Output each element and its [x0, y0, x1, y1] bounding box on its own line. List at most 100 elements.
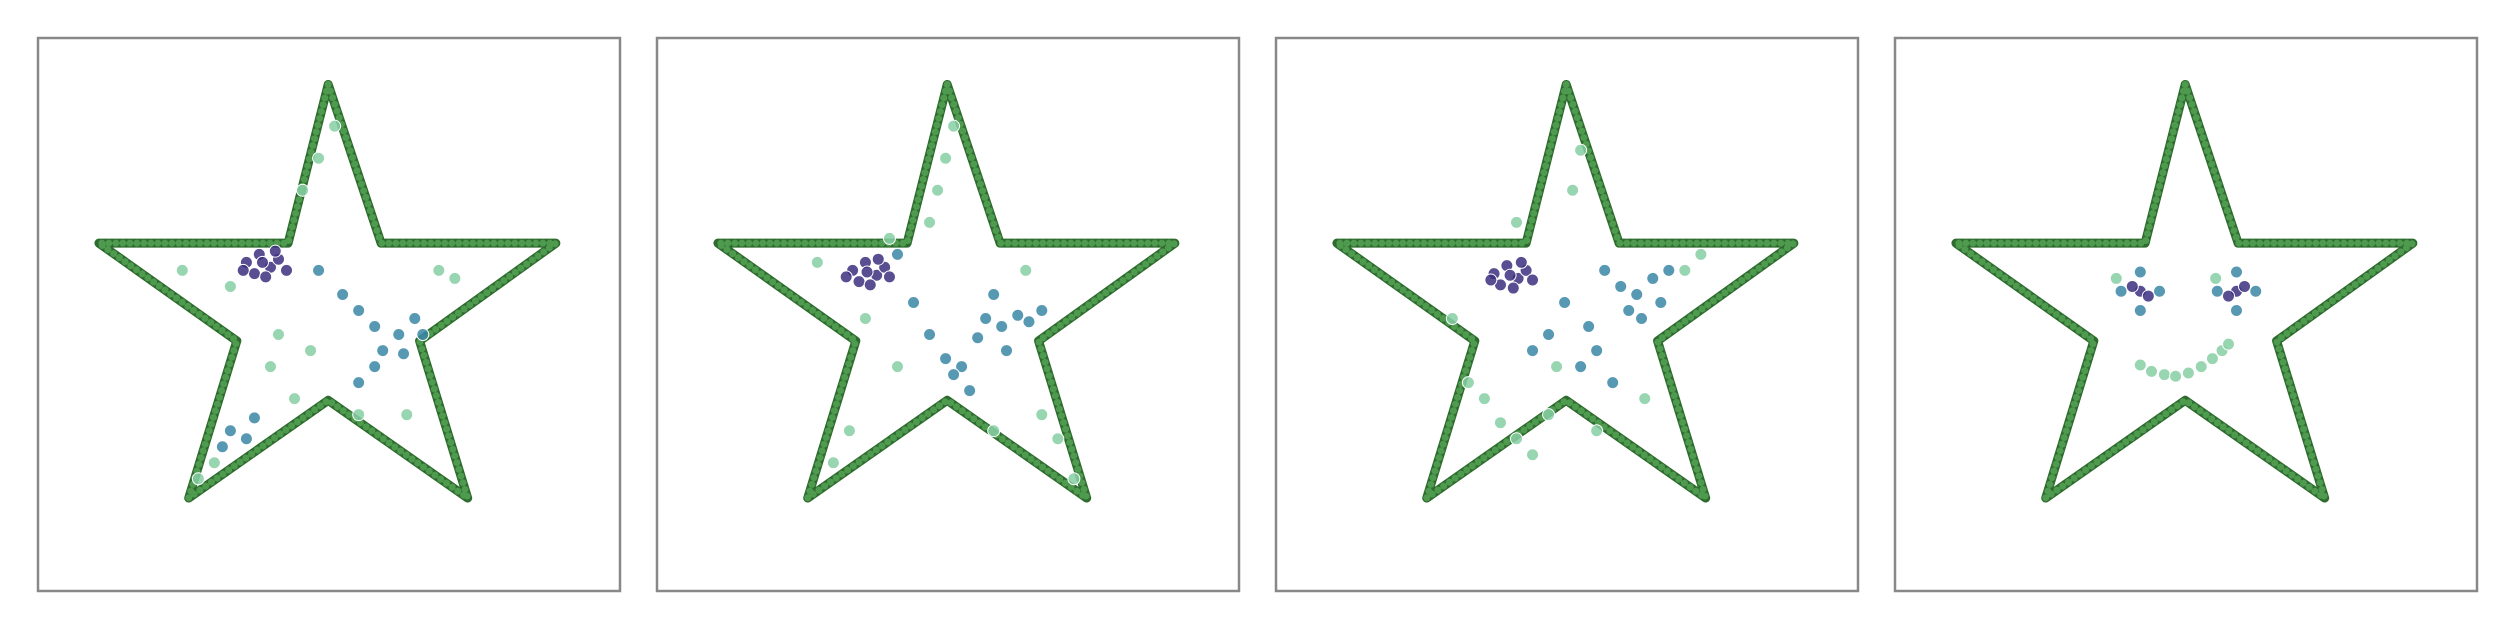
scatter-point	[882, 270, 896, 284]
scatter-point	[247, 267, 261, 281]
scatter-point	[939, 151, 953, 165]
scatter-point	[1635, 312, 1649, 326]
scatter-point	[2141, 289, 2155, 303]
scatter-point	[2114, 284, 2128, 298]
scatter-point	[1566, 183, 1580, 197]
scatter-point	[1542, 328, 1556, 342]
panel-frame	[1274, 36, 1860, 593]
scatter-point	[858, 312, 872, 326]
scatter-point	[931, 183, 945, 197]
scatter-point	[416, 328, 430, 342]
scatter-point	[1526, 448, 1540, 462]
scatter-point	[236, 263, 250, 277]
scatter-point	[842, 424, 856, 438]
scatter-point	[1694, 247, 1708, 261]
scatter-point	[1542, 408, 1556, 422]
scatter-point	[1051, 432, 1065, 446]
scatter-point	[939, 352, 953, 366]
scatter-point	[1011, 308, 1025, 322]
scatter-point	[1035, 408, 1049, 422]
scatter-point	[955, 360, 969, 374]
scatter-point	[995, 320, 1009, 334]
scatter-point	[2205, 352, 2219, 366]
scatter-point	[368, 360, 382, 374]
panel-frame	[36, 36, 622, 593]
scatter-point	[368, 320, 382, 334]
scatter-point	[2133, 265, 2147, 279]
scatter-point	[963, 384, 977, 398]
scatter-point	[352, 376, 366, 390]
scatter-point	[175, 263, 189, 277]
star-outline-dots	[87, 72, 567, 507]
scatter-point	[1035, 303, 1049, 317]
scatter-point	[1509, 432, 1523, 446]
scatter-point	[1509, 215, 1523, 229]
scatter-point	[839, 270, 853, 284]
scatter-point	[1484, 273, 1498, 287]
scatter-point	[1622, 303, 1636, 317]
scatter-point	[1514, 255, 1528, 269]
star-outline-dots	[706, 72, 1186, 507]
scatter-point	[448, 271, 462, 285]
scatter-point	[1550, 360, 1564, 374]
scatter-point	[1477, 392, 1491, 406]
scatter-point	[1662, 263, 1676, 277]
star-outline-dots	[1325, 72, 1805, 507]
scatter-point	[1445, 312, 1459, 326]
scatter-point	[890, 247, 904, 261]
scatter-point	[2181, 366, 2195, 380]
scatter-point	[207, 456, 221, 470]
scatter-point	[239, 432, 253, 446]
scatter-point	[923, 215, 937, 229]
scatter-point	[408, 312, 422, 326]
scatter-point	[2133, 358, 2147, 372]
scatter-point	[1526, 344, 1540, 358]
scatter-point	[2210, 284, 2224, 298]
scatter-point	[376, 344, 390, 358]
scatter-point	[1590, 424, 1604, 438]
scatter-point	[923, 328, 937, 342]
scatter-point	[860, 265, 874, 279]
scatter-point	[1461, 376, 1475, 390]
scatter-point	[1000, 344, 1014, 358]
scatter-point	[2194, 360, 2208, 374]
scatter-point	[259, 270, 273, 284]
scatter-point	[1022, 315, 1036, 329]
scatter-point	[1630, 287, 1644, 301]
scatter-point	[296, 183, 310, 197]
scatter-point	[871, 252, 885, 266]
scatter-point	[1503, 268, 1517, 282]
scatter-point	[328, 119, 342, 133]
scatter-point	[1598, 263, 1612, 277]
scatter-point	[2125, 279, 2139, 293]
scatter-point	[191, 472, 205, 486]
scatter-point	[2133, 303, 2147, 317]
scatter-point	[1614, 279, 1628, 293]
star-outline-dots	[1944, 72, 2424, 507]
scatter-point	[352, 408, 366, 422]
scatter-point	[432, 263, 446, 277]
scatter-point	[2249, 284, 2263, 298]
scatter-point	[1606, 376, 1620, 390]
scatter-point	[947, 368, 961, 382]
scatter-point	[271, 328, 285, 342]
scatter-point	[2169, 369, 2183, 383]
scatter-point	[1574, 143, 1588, 157]
scatter-point	[890, 360, 904, 374]
scatter-point	[312, 263, 326, 277]
scatter-point	[2238, 279, 2252, 293]
scatter-point	[863, 278, 877, 292]
scatter-point	[247, 411, 261, 425]
scatter-point	[1678, 263, 1692, 277]
scatter-point	[1646, 271, 1660, 285]
scatter-point	[255, 255, 269, 269]
scatter-point	[2230, 265, 2244, 279]
scatter-point	[2209, 271, 2223, 285]
scatter-point	[810, 255, 824, 269]
scatter-point	[312, 151, 326, 165]
scatter-point	[397, 347, 411, 361]
scatter-point	[280, 263, 294, 277]
scatter-point	[1638, 392, 1652, 406]
scatter-point	[1067, 472, 1081, 486]
scatter-point	[2221, 289, 2235, 303]
